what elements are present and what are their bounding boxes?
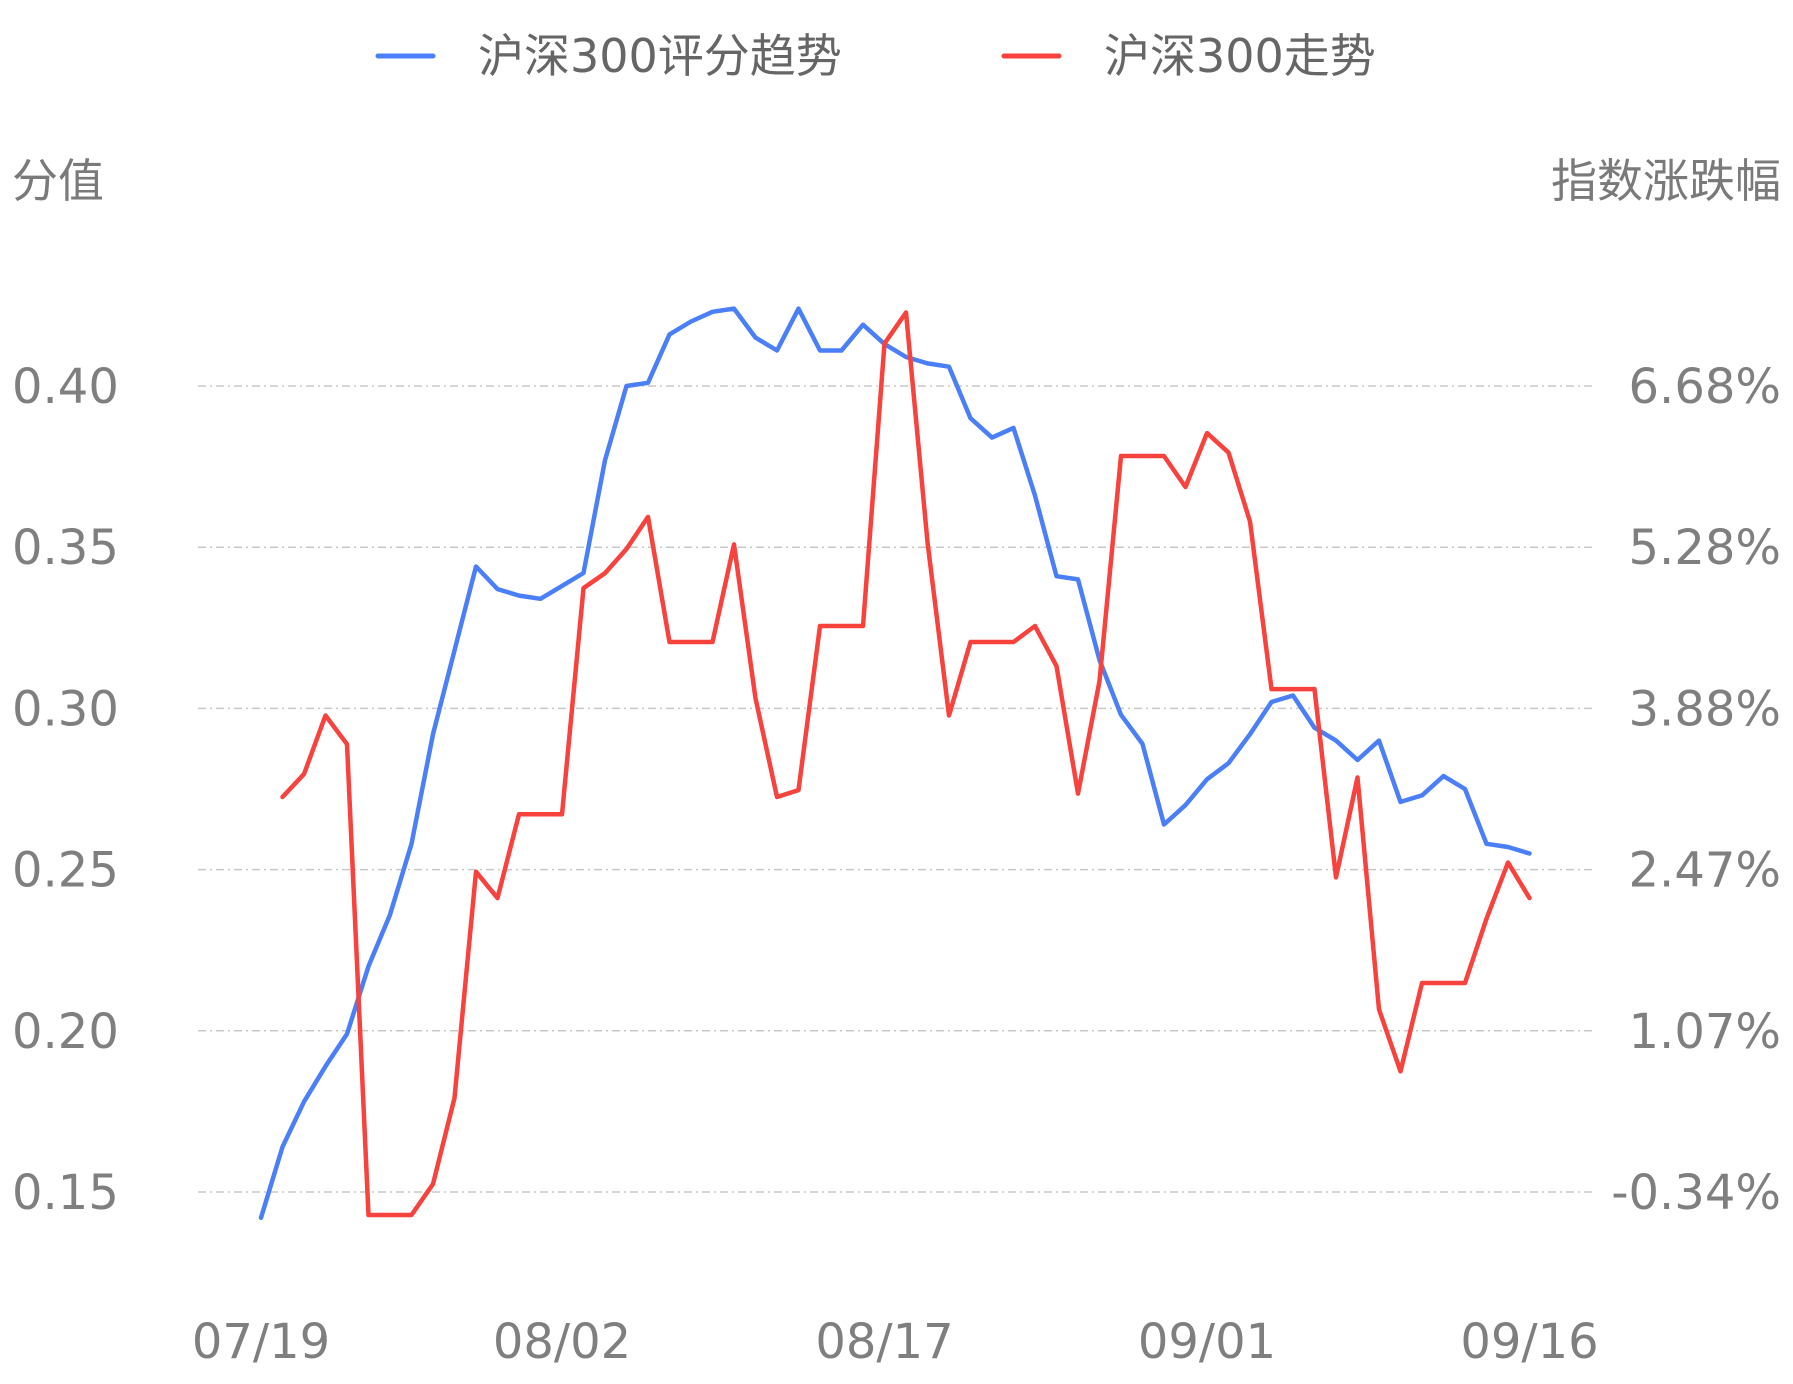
x-axis-tick-label: 08/02: [493, 1314, 631, 1370]
right-axis-tick-label: 2.47%: [1629, 843, 1781, 899]
series-line-index-trend: [280, 310, 1532, 1218]
right-axis-tick-label: 6.68%: [1629, 359, 1781, 415]
left-axis-tick-label: 0.40: [12, 359, 119, 415]
x-axis-tick-label: 09/01: [1138, 1314, 1276, 1370]
x-axis-ticks: 07/19 08/02 08/17 09/01 09/16: [192, 1314, 1599, 1370]
left-axis-tick-label: 0.20: [12, 1004, 119, 1060]
gridlines: [198, 385, 1596, 1193]
legend-item-index-trend[interactable]: 沪深300走势: [1001, 29, 1376, 83]
right-axis-ticks: 6.68% 5.28% 3.88% 2.47% 1.07% -0.34%: [1611, 359, 1781, 1221]
x-axis-tick-label: 09/16: [1460, 1314, 1598, 1370]
legend-label-score-trend: 沪深300评分趋势: [478, 29, 842, 83]
legend-item-score-trend[interactable]: 沪深300评分趋势: [375, 29, 842, 83]
x-axis-tick-label: 07/19: [192, 1314, 330, 1370]
right-axis-tick-label: -0.34%: [1611, 1165, 1781, 1221]
series-lines: [258, 306, 1532, 1221]
right-axis-tick-label: 1.07%: [1629, 1004, 1781, 1060]
left-axis-tick-label: 0.15: [12, 1165, 119, 1221]
series-line-score-trend: [258, 306, 1532, 1221]
left-axis-tick-label: 0.25: [12, 843, 119, 899]
legend-label-index-trend: 沪深300走势: [1104, 29, 1376, 83]
left-axis-tick-label: 0.35: [12, 520, 119, 576]
legend[interactable]: 沪深300评分趋势 沪深300走势: [375, 29, 1376, 83]
left-axis-tick-label: 0.30: [12, 681, 119, 737]
left-axis-ticks: 0.40 0.35 0.30 0.25 0.20 0.15: [12, 359, 119, 1221]
left-axis-title: 分值: [12, 154, 104, 208]
right-axis-tick-label: 3.88%: [1629, 681, 1781, 737]
right-axis-tick-label: 5.28%: [1629, 520, 1781, 576]
right-axis-title: 指数涨跌幅: [1551, 154, 1781, 208]
x-axis-tick-label: 08/17: [815, 1314, 953, 1370]
